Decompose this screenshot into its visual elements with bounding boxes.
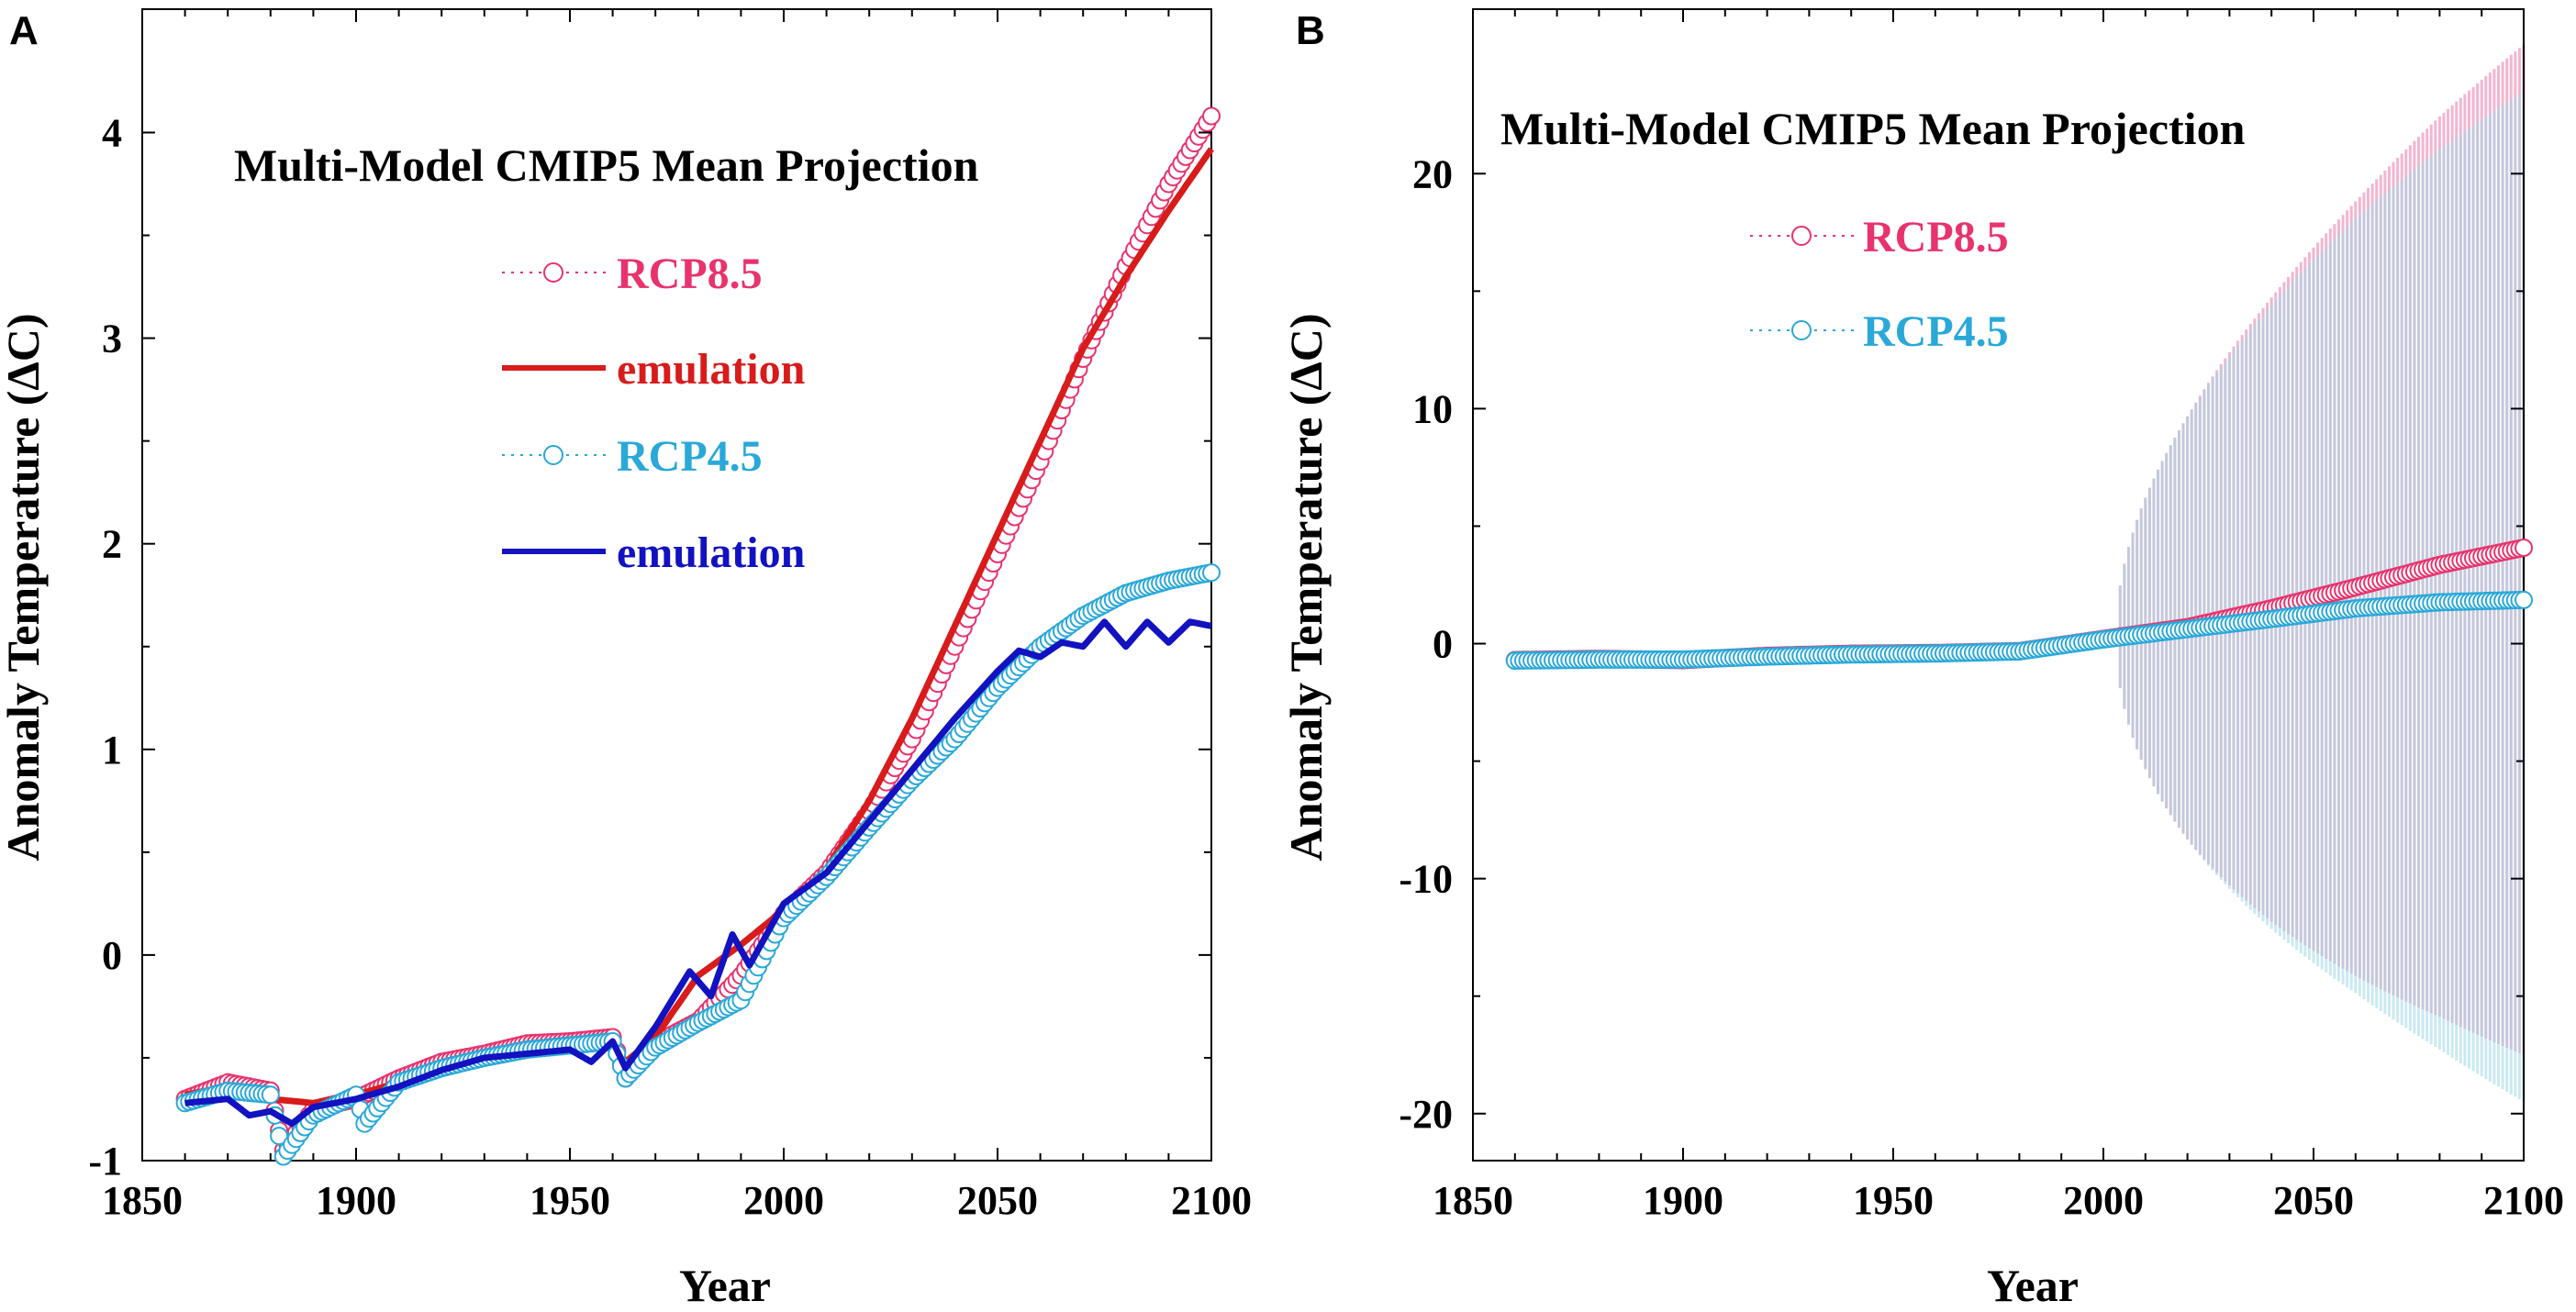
legend-b-rcp85-marker [1791, 226, 1812, 246]
panel-label-b: B [1296, 8, 1325, 53]
panel-b-xtick-label: 1900 [1643, 1178, 1723, 1223]
legend-a-rcp85: RCP8.5 [502, 250, 763, 298]
panel-b-frame [1472, 8, 2525, 1162]
panel-a-ytick-label: 1 [102, 728, 122, 773]
panel-b-xlabel: Year [1987, 1260, 2079, 1311]
panel-a-ytick-label: -1 [88, 1139, 122, 1184]
panel-a-ytick-label: 2 [102, 522, 122, 567]
legend-b-rcp85: RCP8.5 [1750, 213, 2009, 261]
panel-a-xtick-label: 2050 [957, 1178, 1038, 1223]
panel-a-xtick-label: 1950 [530, 1178, 610, 1223]
panel-label-a: A [9, 8, 39, 53]
panel-b-xtick-label: 2050 [2273, 1178, 2354, 1223]
panel-b-xtick-label: 1950 [1853, 1178, 1934, 1223]
panel-a-series-rcp45-2-point [1202, 563, 1221, 583]
panel-a-series-rcp45-2-point [270, 1127, 289, 1146]
legend-b-rcp45-marker [1791, 320, 1812, 340]
legend-b-rcp85-label: RCP8.5 [1863, 213, 2009, 261]
panel-b-xtick-label: 1850 [1433, 1178, 1513, 1223]
panel-a-ylabel: Anomaly Temperature (ΔC) [0, 313, 49, 861]
legend-b-rcp45: RCP4.5 [1750, 307, 2009, 356]
panel-b-chart: 1850 1900 1950 2000 2050 2100 -20 -10 0 10 20 Mult… [1280, 8, 2564, 1311]
panel-b-xtick-label: 2100 [2483, 1178, 2564, 1223]
panel-a-xtick-label: 1850 [102, 1178, 183, 1223]
panel-b-legend: RCP8.5 RCP4.5 [1750, 213, 2009, 356]
panel-a-xtick-label: 1900 [316, 1178, 396, 1223]
panel-b-series-rcp85-0-point [2515, 539, 2533, 557]
panel-b-ytick-label: -20 [1399, 1092, 1453, 1137]
panel-b-ylabel: Anomaly Temperature (ΔC) [1280, 313, 1332, 861]
panel-b-ytick-label: 20 [1412, 151, 1453, 196]
legend-b-rcp45-label: RCP4.5 [1863, 307, 2009, 356]
panel-a-series-rcp45-2-point [261, 1085, 280, 1105]
panel-a-series-rcp85-0-point [1202, 106, 1221, 126]
panel-a-series-emulation-3-line [184, 618, 1212, 1128]
panel-a-ytick-label: 0 [102, 933, 122, 978]
panel-a-frame [141, 8, 1212, 1162]
panel-b-title: Multi-Model CMIP5 Mean Projection [1500, 103, 2246, 154]
panel-b-ytick-label: 10 [1412, 386, 1453, 431]
legend-a-rcp85-marker [543, 262, 563, 283]
panel-b-ytick-label: -10 [1399, 857, 1453, 902]
panel-a-xtick-label: 2100 [1171, 1178, 1252, 1223]
panel-a-legend: RCP8.5 emulation RCP4.5 emulation [502, 250, 805, 577]
panel-a-ytick-label: 4 [102, 110, 122, 155]
panel-b-xtick-label: 2000 [2063, 1178, 2144, 1223]
legend-a-rcp45-label: RCP4.5 [617, 432, 763, 481]
panel-a-xtick-label: 2000 [743, 1178, 824, 1223]
panel-b-series-rcp45-1-point [2515, 590, 2533, 609]
panel-a-ytick-label: 3 [102, 317, 122, 361]
legend-a-emulation-85-label: emulation [617, 345, 805, 394]
legend-a-rcp45: RCP4.5 [502, 432, 763, 481]
legend-a-emulation-85: emulation [502, 345, 805, 394]
panel-a-chart: 1850 1900 1950 2000 2050 2100 -1 0 1 2 3 4 Multi-Mo… [0, 8, 1252, 1311]
legend-a-emulation-45: emulation [502, 528, 805, 577]
panel-a-title: Multi-Model CMIP5 Mean Projection [234, 139, 979, 191]
legend-a-rcp45-marker [543, 445, 563, 465]
panel-a-xlabel: Year [679, 1260, 771, 1311]
legend-a-rcp85-label: RCP8.5 [617, 250, 763, 298]
panel-b-ytick-label: 0 [1433, 622, 1453, 667]
legend-a-emulation-45-label: emulation [617, 528, 805, 577]
